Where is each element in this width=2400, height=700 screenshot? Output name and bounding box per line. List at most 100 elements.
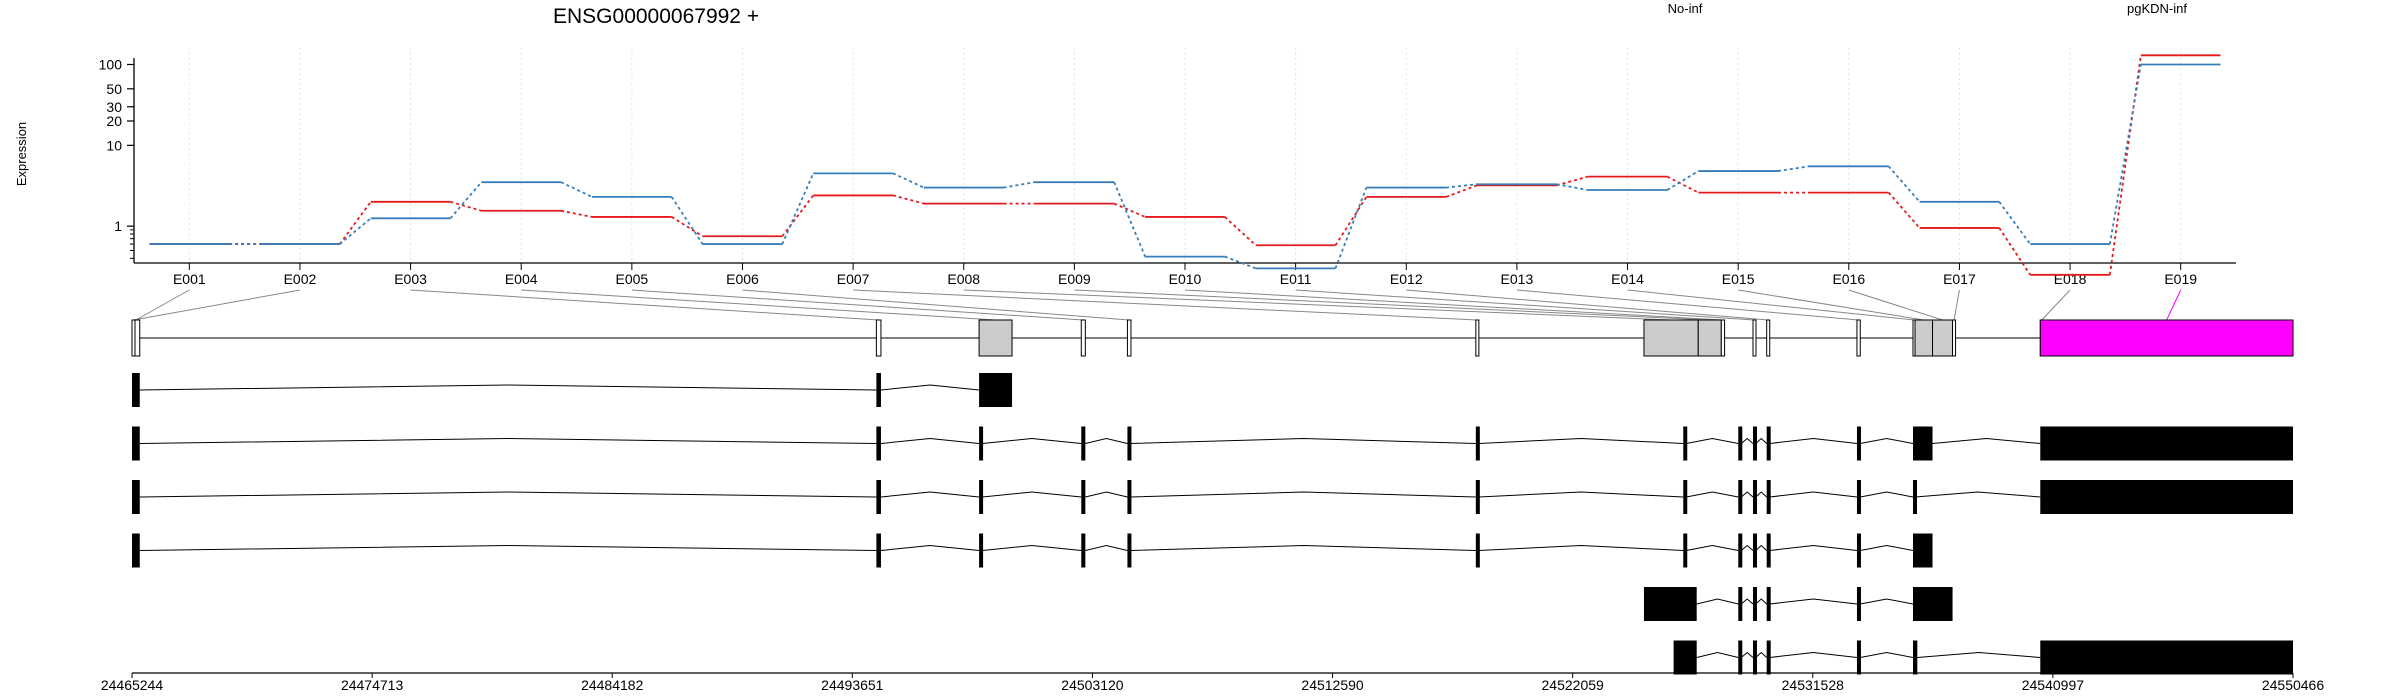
exon-label: E018 <box>2054 271 2087 287</box>
transcript-intron <box>1755 598 1768 605</box>
transcript-intron <box>982 437 1082 444</box>
transcript-exon <box>1081 533 1086 568</box>
transcript-layer <box>132 373 2293 675</box>
exon-label: E013 <box>1501 271 1534 287</box>
series-connector <box>1334 187 1368 269</box>
transcript-intron <box>139 544 877 551</box>
exon-label: E016 <box>1832 271 1865 287</box>
transcript-exon <box>2040 480 2293 514</box>
series-connector <box>1666 175 1699 194</box>
exon-box-e015 <box>1914 319 1934 357</box>
transcript-exon <box>1752 480 1757 514</box>
transcript-exon <box>1738 533 1743 568</box>
series-pgkdn-inf <box>149 63 2221 270</box>
series-connector <box>781 172 815 245</box>
transcript-3 <box>132 480 2293 514</box>
genomic-tick-label: 24512590 <box>1301 677 1364 693</box>
transcript-intron <box>1686 437 1739 444</box>
series-connector <box>560 209 593 218</box>
transcript-exon <box>132 480 140 514</box>
genomic-tick-label: 24493651 <box>821 677 884 693</box>
exon-box-e009 <box>1697 319 1722 357</box>
exon-connector <box>135 289 190 321</box>
transcript-exon <box>1912 426 1933 461</box>
transcript-exon <box>1683 426 1688 461</box>
transcript-intron <box>1085 544 1128 551</box>
chart-title: ENSG00000067992 + <box>553 5 759 28</box>
transcript-exon <box>1738 426 1743 461</box>
transcript-exon <box>1766 640 1771 675</box>
exon-label: E009 <box>1058 271 1091 287</box>
exon-axis: E001 E002 E003 E004 E005 E006 E007 E008 E009 E010… <box>134 262 2236 287</box>
exon-label: E008 <box>947 271 980 287</box>
series-connector <box>2108 64 2142 245</box>
exon-box-e005 <box>1080 319 1086 357</box>
transcript-intron <box>1755 491 1768 498</box>
transcript-1 <box>132 373 1013 407</box>
legend-no-inf: No-inf <box>1668 1 1703 16</box>
transcript-exon <box>979 533 984 568</box>
transcript-intron <box>1914 491 2041 498</box>
transcript-intron <box>1696 598 1739 605</box>
transcript-exon <box>1856 426 1861 461</box>
transcript-intron <box>1769 491 1858 498</box>
transcript-exon <box>132 373 140 407</box>
transcript-exon <box>876 426 881 461</box>
exon-connector <box>2166 289 2182 321</box>
exon-connector <box>963 289 1672 321</box>
transcript-intron <box>1130 437 1476 444</box>
y-axis-label: Expression <box>14 122 29 186</box>
exon-connector <box>133 289 301 321</box>
exon-box-e002 <box>131 319 136 357</box>
transcript-intron <box>880 384 980 391</box>
exon-connector-layer <box>133 289 2182 321</box>
transcript-intron <box>1741 651 1754 658</box>
exon-label: E003 <box>394 271 427 287</box>
series-connector <box>1445 183 1478 189</box>
transcript-intron <box>982 544 1082 551</box>
transcript-exon <box>1127 533 1132 568</box>
exon-connector <box>1074 289 1710 321</box>
transcript-intron <box>1769 598 1858 605</box>
transcript-exon <box>2040 426 2293 461</box>
exon-label: E001 <box>173 271 206 287</box>
exon-box-e008 <box>1643 319 1699 357</box>
exon-box-e004 <box>978 319 1013 357</box>
genomic-tick-label: 24550466 <box>2262 677 2325 693</box>
exon-label: E004 <box>505 271 538 287</box>
transcript-intron <box>1769 544 1858 551</box>
transcript-intron <box>1478 437 1684 444</box>
exon-box-e006 <box>1126 319 1132 357</box>
exon-label: E010 <box>1169 271 1202 287</box>
transcript-intron <box>1932 437 2041 444</box>
series-connector <box>1003 181 1035 189</box>
exon-connector <box>521 289 996 321</box>
transcript-intron <box>139 384 877 391</box>
transcript-intron <box>1478 544 1684 551</box>
transcript-exon <box>1766 426 1771 461</box>
y-tick-label: 20 <box>106 113 122 129</box>
transcript-intron <box>1085 491 1128 498</box>
exon-connector <box>1738 289 1924 321</box>
genomic-tick-label: 24503120 <box>1061 677 1124 693</box>
transcript-exon <box>2040 640 2293 675</box>
exon-label: E006 <box>726 271 759 287</box>
exon-box-e007 <box>1475 319 1480 357</box>
series-connector <box>781 194 814 237</box>
transcript-intron <box>1741 491 1754 498</box>
legend-pgkdn-inf: pgKDN-inf <box>2127 1 2187 16</box>
series-connector <box>1224 216 1257 246</box>
exon-connector <box>1516 289 1859 321</box>
exon-label: E019 <box>2164 271 2197 287</box>
transcript-exon <box>1683 480 1688 514</box>
series-layer <box>149 54 2221 276</box>
transcript-exon <box>1856 640 1861 675</box>
exon-box-e017 <box>1952 319 1957 357</box>
transcript-exon <box>132 426 140 461</box>
transcript-exon <box>1738 480 1743 514</box>
transcript-exon <box>1766 587 1771 621</box>
exon-connector <box>2041 289 2071 321</box>
transcript-exon <box>979 426 984 461</box>
transcript-intron <box>139 491 877 498</box>
transcript-intron <box>880 437 980 444</box>
